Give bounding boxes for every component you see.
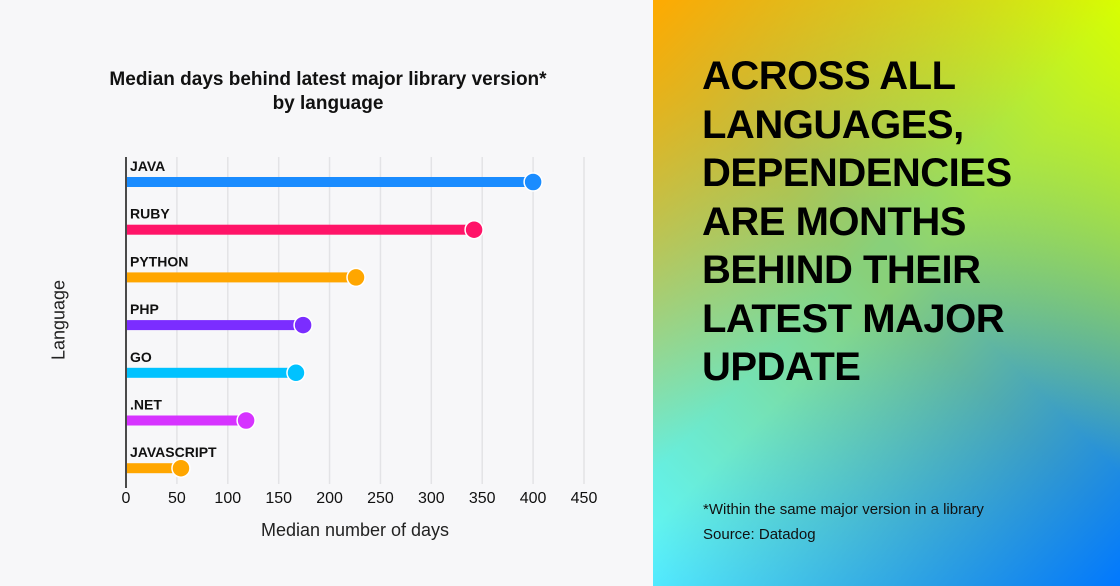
bar-end-dot — [346, 267, 366, 288]
headline-line: LATEST MAJOR — [702, 296, 1005, 341]
plot-area: 0 50 100 150 200 250 300 350 400 450 JAVA RUBY PYTHO… — [122, 157, 598, 507]
category-label: GO — [130, 349, 152, 365]
headline: ACROSS ALL LANGUAGES, DEPENDENCIES ARE M… — [702, 52, 1102, 392]
bar-end-dot — [523, 172, 543, 192]
bar-end-dot — [171, 458, 191, 478]
headline-line: LANGUAGES, — [702, 102, 964, 147]
x-tick-label: 150 — [265, 490, 292, 507]
category-label: JAVASCRIPT — [130, 444, 217, 460]
headline-line: ACROSS ALL — [702, 54, 956, 98]
bar — [127, 415, 247, 426]
x-tick-label: 450 — [571, 490, 598, 507]
category-label: JAVA — [130, 158, 165, 174]
x-tick-label: 400 — [520, 490, 547, 507]
bar — [127, 224, 475, 235]
x-tick-label: 200 — [316, 490, 343, 507]
x-tick-label: 300 — [418, 490, 445, 507]
x-axis-label: Median number of days — [260, 520, 450, 540]
x-tick-label: 0 — [122, 490, 131, 507]
bar-end-dot — [293, 315, 313, 335]
bar — [127, 367, 296, 378]
x-tick-label: 250 — [367, 490, 394, 507]
bar — [127, 177, 534, 187]
x-tick-label: 100 — [214, 490, 241, 507]
category-label: PHP — [130, 301, 159, 317]
x-tick-label: 50 — [168, 490, 186, 507]
headline-line: BEHIND THEIR — [702, 248, 981, 292]
chart-panel: Median days behind latest major library … — [48, 69, 598, 540]
bar — [127, 463, 181, 474]
bar-end-dot — [464, 219, 484, 240]
category-label: RUBY — [130, 206, 170, 222]
headline-line: UPDATE — [702, 345, 861, 389]
x-tick-label: 350 — [469, 490, 496, 507]
category-label: .NET — [130, 397, 162, 413]
category-label: PYTHON — [130, 253, 188, 269]
headline-line: ARE MONTHS — [702, 199, 966, 244]
bar — [127, 320, 304, 331]
bar — [127, 272, 357, 283]
footnote: *Within the same major version in a libr… — [703, 501, 984, 518]
headline-panel: ACROSS ALL LANGUAGES, DEPENDENCIES ARE M… — [653, 0, 1120, 586]
chart-title: Median days behind latest major library … — [109, 69, 547, 114]
bar-end-dot — [236, 410, 256, 431]
footnotes: *Within the same major version in a libr… — [703, 497, 984, 547]
bar-end-dot — [286, 363, 306, 383]
headline-line: DEPENDENCIES — [702, 151, 1012, 195]
source-note: Source: Datadog — [703, 526, 816, 543]
